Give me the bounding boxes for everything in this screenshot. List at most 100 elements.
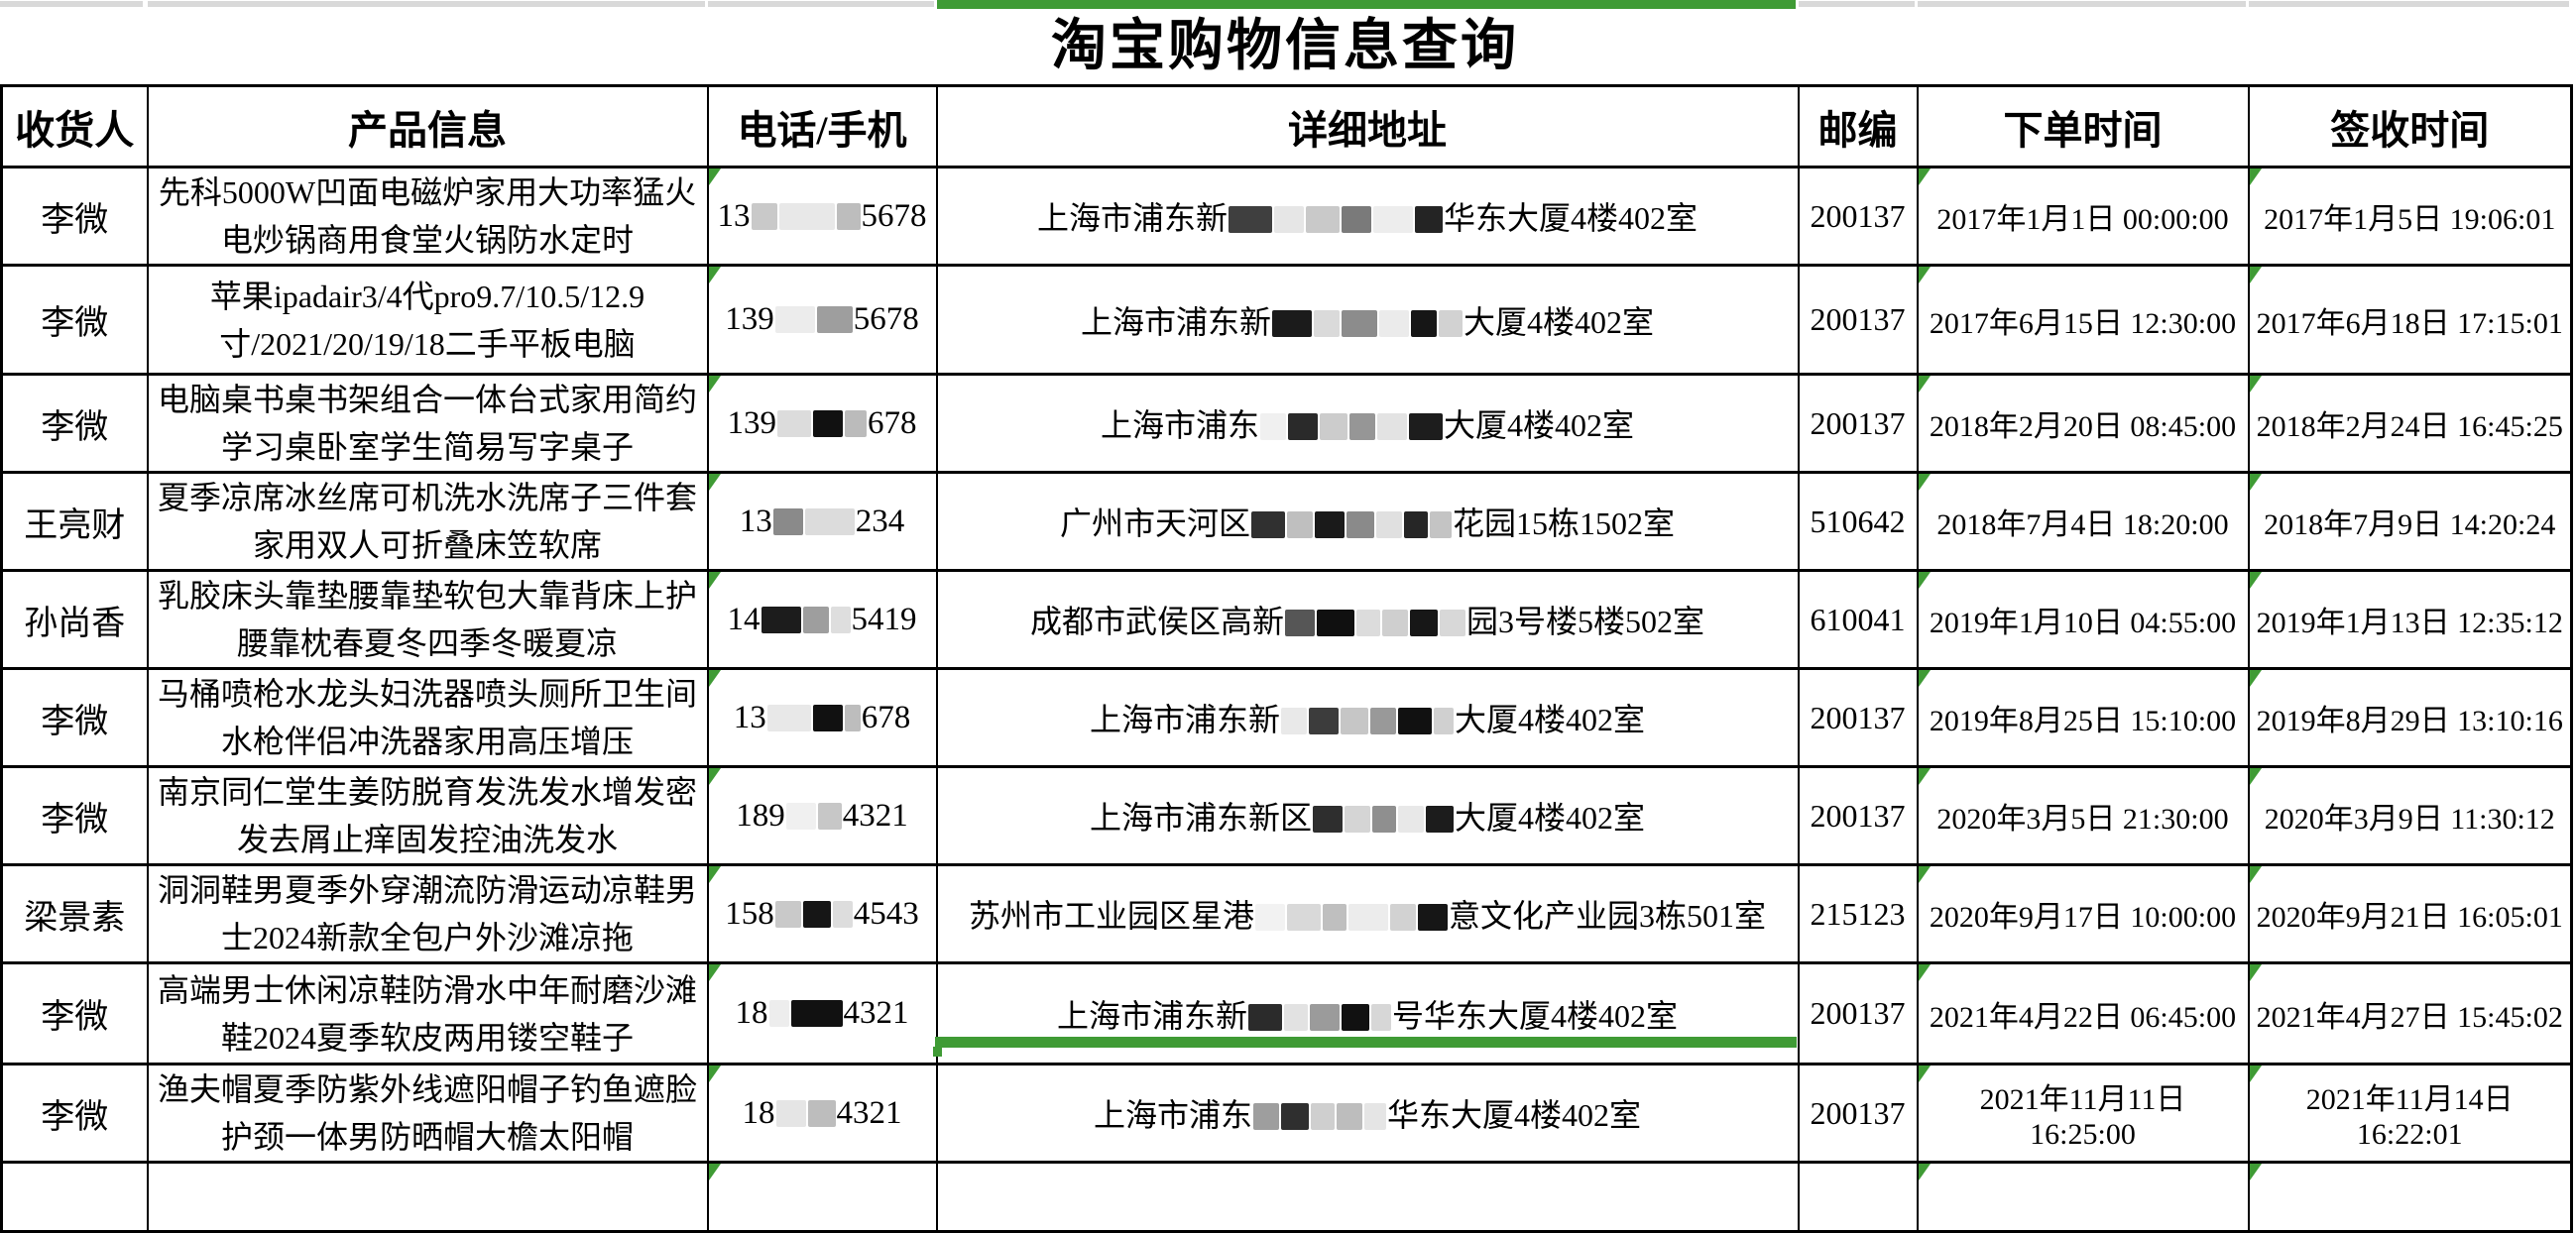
comment-indicator-triangle <box>2250 1066 2262 1082</box>
comment-indicator-triangle <box>1919 1165 1931 1180</box>
product-cell[interactable]: 渔夫帽夏季防紫外线遮阳帽子钓鱼遮脸护颈一体男防晒帽大檐太阳帽 <box>146 1063 709 1164</box>
comment-indicator-triangle <box>1919 965 1931 981</box>
order-time-cell[interactable]: 2019年8月25日 15:10:00 <box>1916 667 2250 768</box>
redaction-mark <box>1320 413 1347 440</box>
recipient-cell[interactable]: 李微 <box>0 1063 149 1164</box>
address-cell[interactable]: 苏州市工业园区星港 意文化产业园3栋501室 <box>935 863 1800 964</box>
phone-cell[interactable]: 13 5678 <box>706 166 938 267</box>
order-time-cell[interactable]: 2021年11月11日 16:25:00 <box>1916 1063 2250 1164</box>
zip-cell[interactable]: 200137 <box>1797 765 1919 866</box>
comment-indicator-triangle <box>1919 475 1931 491</box>
sign-time-cell[interactable]: 2021年4月27日 15:45:02 <box>2247 961 2573 1065</box>
phone-cell[interactable]: 139 5678 <box>706 264 938 376</box>
redaction-mark <box>813 409 843 437</box>
phone-cell[interactable]: 18 4321 <box>706 961 938 1065</box>
phone-cell[interactable]: 139 678 <box>706 373 938 474</box>
empty-cell[interactable] <box>1916 1161 2250 1233</box>
product-cell[interactable]: 夏季凉席冰丝席可机洗水洗席子三件套家用双人可折叠床笠软席 <box>146 471 709 572</box>
column-header[interactable]: 邮编 <box>1797 84 1919 168</box>
address-cell[interactable]: 成都市武侯区高新 园3号楼5楼502室 <box>935 569 1800 670</box>
order-time-cell[interactable]: 2020年9月17日 10:00:00 <box>1916 863 2250 964</box>
order-time-cell[interactable]: 2019年1月10日 04:55:00 <box>1916 569 2250 670</box>
address-cell[interactable]: 广州市天河区 花园15栋1502室 <box>935 471 1800 572</box>
sign-time-cell[interactable]: 2019年1月13日 12:35:12 <box>2247 569 2573 670</box>
zip-cell[interactable]: 200137 <box>1797 667 1919 768</box>
recipient-cell[interactable]: 孙尚香 <box>0 569 149 670</box>
address-cell[interactable]: 上海市浦东新 大厦4楼402室 <box>935 667 1800 768</box>
comment-indicator-triangle <box>1919 573 1931 589</box>
redaction-mark <box>1434 708 1454 734</box>
recipient-cell[interactable]: 李微 <box>0 166 149 267</box>
product-cell[interactable]: 南京同仁堂生姜防脱育发洗发水增发密发去屑止痒固发控油洗发水 <box>146 765 709 866</box>
product-cell[interactable]: 马桶喷枪水龙头妇洗器喷头厕所卫生间水枪伴侣冲洗器家用高压增压 <box>146 667 709 768</box>
zip-cell[interactable]: 200137 <box>1797 1063 1919 1164</box>
redaction-mark <box>1372 806 1396 833</box>
empty-cell[interactable] <box>706 1161 938 1233</box>
product-cell[interactable]: 电脑桌书桌书架组合一体台式家用简约学习桌卧室学生简易写字桌子 <box>146 373 709 474</box>
address-cell[interactable]: 上海市浦东新区 大厦4楼402室 <box>935 765 1800 866</box>
phone-cell[interactable]: 158 4543 <box>706 863 938 964</box>
zip-cell[interactable]: 200137 <box>1797 961 1919 1065</box>
product-cell[interactable]: 先科5000W凹面电磁炉家用大功率猛火电炒锅商用食堂火锅防水定时 <box>146 166 709 267</box>
empty-cell[interactable] <box>146 1161 709 1233</box>
order-time-cell[interactable]: 2020年3月5日 21:30:00 <box>1916 765 2250 866</box>
column-header[interactable]: 详细地址 <box>935 84 1800 168</box>
zip-cell[interactable]: 200137 <box>1797 373 1919 474</box>
empty-cell[interactable] <box>1797 1161 1919 1233</box>
sign-time-cell[interactable]: 2019年8月29日 13:10:16 <box>2247 667 2573 768</box>
redaction-mark <box>817 802 842 830</box>
zip-cell[interactable]: 510642 <box>1797 471 1919 572</box>
product-cell[interactable]: 乳胶床头靠垫腰靠垫软包大靠背床上护腰靠枕春夏冬四季冬暖夏凉 <box>146 569 709 670</box>
phone-cell[interactable]: 189 4321 <box>706 765 938 866</box>
sign-time-cell[interactable]: 2017年1月5日 19:06:01 <box>2247 166 2573 267</box>
recipient-cell[interactable]: 李微 <box>0 373 149 474</box>
recipient-cell[interactable]: 王亮财 <box>0 471 149 572</box>
address-cell[interactable]: 上海市浦东 华东大厦4楼402室 <box>935 1063 1800 1164</box>
recipient-cell[interactable]: 梁景素 <box>0 863 149 964</box>
address-cell[interactable]: 上海市浦东新 华东大厦4楼402室 <box>935 166 1800 267</box>
zip-cell[interactable]: 610041 <box>1797 569 1919 670</box>
phone-cell[interactable]: 13 678 <box>706 667 938 768</box>
order-time-cell[interactable]: 2018年7月4日 18:20:00 <box>1916 471 2250 572</box>
order-time-cell[interactable]: 2017年6月15日 12:30:00 <box>1916 264 2250 376</box>
sign-time-cell[interactable]: 2020年9月21日 16:05:01 <box>2247 863 2573 964</box>
column-header[interactable]: 产品信息 <box>146 84 709 168</box>
header-row: 收货人 产品信息 电话/手机 详细地址 邮编 下单时间 签收时间 <box>0 84 2573 168</box>
sign-time-cell[interactable]: 2021年11月14日 16:22:01 <box>2247 1063 2573 1164</box>
order-time-cell[interactable]: 2021年4月22日 06:45:00 <box>1916 961 2250 1065</box>
order-time-cell[interactable]: 2017年1月1日 00:00:00 <box>1916 166 2250 267</box>
product-cell[interactable]: 高端男士休闲凉鞋防滑水中年耐磨沙滩鞋2024夏季软皮两用镂空鞋子 <box>146 961 709 1065</box>
redaction-mark <box>1439 309 1463 337</box>
column-header[interactable]: 下单时间 <box>1916 84 2250 168</box>
zip-cell[interactable]: 200137 <box>1797 264 1919 376</box>
column-header[interactable]: 签收时间 <box>2247 84 2573 168</box>
sign-time-cell[interactable]: 2018年2月24日 16:45:25 <box>2247 373 2573 474</box>
product-cell[interactable]: 苹果ipadair3/4代pro9.7/10.5/12.9寸/2021/20/1… <box>146 264 709 376</box>
recipient-cell[interactable]: 李微 <box>0 264 149 376</box>
phone-cell[interactable]: 14 5419 <box>706 569 938 670</box>
zip-cell[interactable]: 215123 <box>1797 863 1919 964</box>
column-header[interactable]: 电话/手机 <box>706 84 938 168</box>
sign-time-cell[interactable]: 2020年3月9日 11:30:12 <box>2247 765 2573 866</box>
order-time-cell[interactable]: 2018年2月20日 08:45:00 <box>1916 373 2250 474</box>
address-cell[interactable]: 上海市浦东新 大厦4楼402室 <box>935 264 1800 376</box>
recipient-cell[interactable]: 李微 <box>0 667 149 768</box>
recipient-cell[interactable]: 李微 <box>0 961 149 1065</box>
sign-time-cell[interactable]: 2017年6月18日 17:15:01 <box>2247 264 2573 376</box>
empty-cell[interactable] <box>0 1161 149 1233</box>
redaction-mark <box>766 704 811 731</box>
phone-cell[interactable]: 18 4321 <box>706 1063 938 1164</box>
comment-indicator-triangle <box>2250 573 2262 589</box>
address-cell[interactable]: 上海市浦东 大厦4楼402室 <box>935 373 1800 474</box>
recipient-cell[interactable]: 李微 <box>0 765 149 866</box>
table-row: 李微 马桶喷枪水龙头妇洗器喷头厕所卫生间水枪伴侣冲洗器家用高压增压 13 678 上海市… <box>0 667 2573 768</box>
redaction-mark <box>1379 309 1409 337</box>
address-cell[interactable]: 上海市浦东新 号华东大厦4楼402室 <box>935 961 1800 1065</box>
sign-time-cell[interactable]: 2018年7月9日 14:20:24 <box>2247 471 2573 572</box>
empty-cell[interactable] <box>2247 1161 2573 1233</box>
product-cell[interactable]: 洞洞鞋男夏季外穿潮流防滑运动凉鞋男士2024新款全包户外沙滩凉拖 <box>146 863 709 964</box>
empty-cell[interactable] <box>935 1161 1800 1233</box>
column-header[interactable]: 收货人 <box>0 84 149 168</box>
zip-cell[interactable]: 200137 <box>1797 166 1919 267</box>
phone-cell[interactable]: 13 234 <box>706 471 938 572</box>
